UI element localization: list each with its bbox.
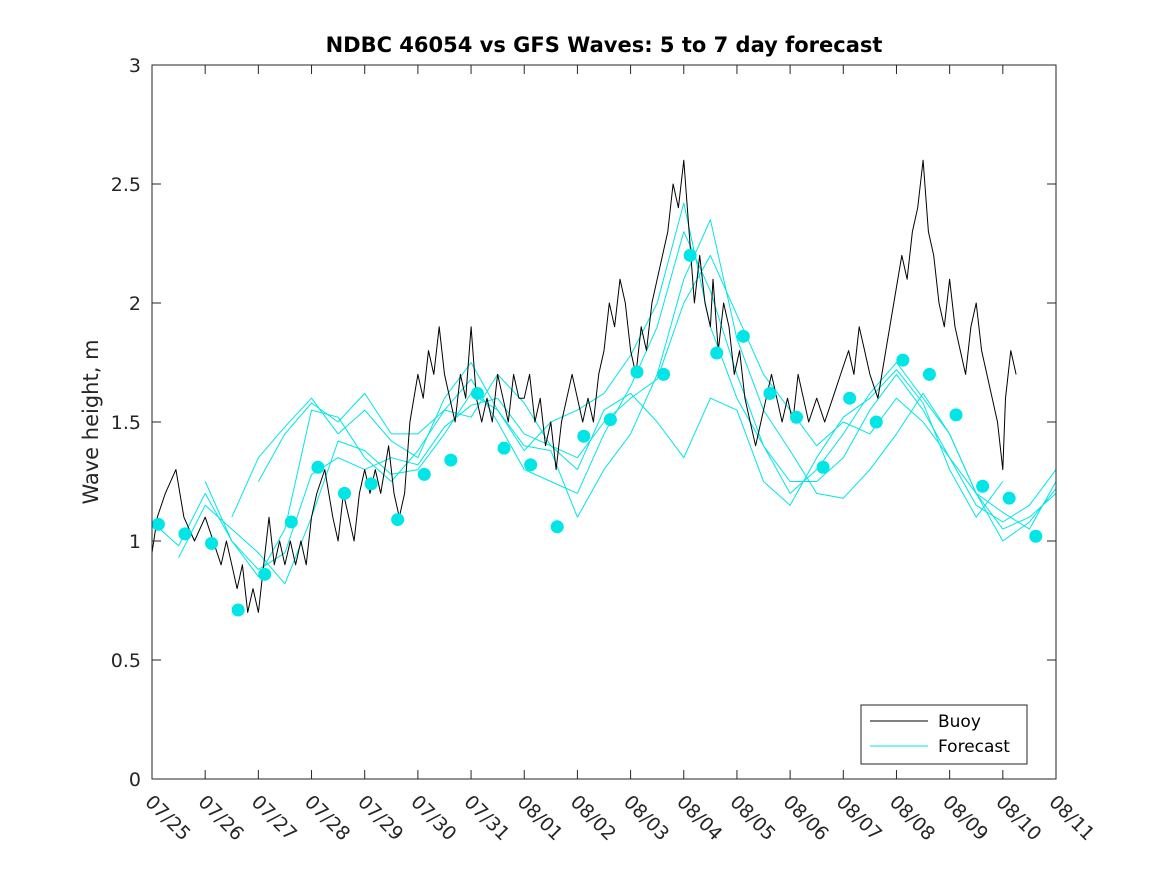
forecast-point [577, 429, 591, 443]
forecast-point [151, 517, 165, 531]
x-tick-label: 07/31 [460, 791, 514, 845]
forecast-point [1029, 529, 1043, 543]
x-tick-label: 07/30 [406, 791, 460, 845]
forecast-point [311, 460, 325, 474]
chart-title: NDBC 46054 vs GFS Waves: 5 to 7 day fore… [326, 33, 883, 57]
forecast-series-line [151, 254, 1057, 571]
y-tick-label: 2 [129, 293, 141, 315]
forecast-point [843, 391, 857, 405]
forecast-point [949, 408, 963, 422]
x-tick-label: 08/11 [1044, 791, 1098, 845]
forecast-point [444, 453, 458, 467]
x-tick-label: 08/02 [566, 791, 620, 845]
y-tick-label: 3 [129, 55, 141, 77]
forecast-point [710, 346, 724, 360]
forecast-point [922, 367, 936, 381]
forecast-point [1002, 491, 1016, 505]
y-tick-label: 2.5 [111, 174, 141, 196]
forecast-point [736, 329, 750, 343]
forecast-series-line [204, 231, 1057, 578]
legend-buoy-label: Buoy [938, 712, 981, 732]
x-tick-label: 08/08 [885, 791, 939, 845]
forecast-point [391, 513, 405, 527]
legend: Buoy Forecast [860, 704, 1028, 765]
forecast-point [178, 527, 192, 541]
forecast-point [630, 365, 644, 379]
forecast-point [550, 520, 564, 534]
y-axis: 0 0.5 1 1.5 2 2.5 3 [111, 55, 1056, 791]
forecast-point [976, 479, 990, 493]
x-tick-label: 07/26 [194, 791, 248, 845]
forecast-point [258, 567, 272, 581]
forecast-point [816, 460, 830, 474]
x-tick-label: 08/06 [779, 791, 833, 845]
forecast-point [417, 467, 431, 481]
forecast-point [763, 386, 777, 400]
y-tick-label: 0.5 [111, 650, 141, 672]
forecast-point [205, 536, 219, 550]
forecast-point [683, 248, 697, 262]
x-tick-label: 07/28 [300, 791, 354, 845]
plot-series [151, 159, 1057, 617]
x-tick-label: 08/07 [832, 791, 886, 845]
x-tick-label: 07/29 [353, 791, 407, 845]
legend-box [860, 704, 1028, 765]
forecast-series-line [231, 202, 1057, 542]
x-tick-label: 08/05 [725, 791, 779, 845]
y-axis-label: Wave height, m [79, 339, 103, 504]
x-tick-label: 07/27 [247, 791, 301, 845]
forecast-point [231, 603, 245, 617]
x-tick-label: 08/04 [672, 791, 726, 845]
x-tick-label: 07/25 [140, 791, 194, 845]
buoy-series-line [151, 159, 1017, 613]
forecast-point [337, 486, 351, 500]
forecast-point [789, 410, 803, 424]
forecast-point [470, 386, 484, 400]
forecast-point [524, 458, 538, 472]
forecast-series-line [257, 369, 1004, 518]
x-tick-label: 08/03 [619, 791, 673, 845]
forecast-point [497, 441, 511, 455]
legend-forecast-label: Forecast [938, 737, 1010, 757]
forecast-point [896, 353, 910, 367]
forecast-point [364, 477, 378, 491]
y-tick-label: 0 [129, 769, 141, 791]
forecast-point [869, 415, 883, 429]
forecast-point [284, 515, 298, 529]
forecast-point [603, 413, 617, 427]
y-tick-label: 1.5 [111, 412, 141, 434]
x-tick-label: 08/10 [991, 791, 1045, 845]
x-tick-label: 08/09 [938, 791, 992, 845]
x-tick-label: 08/01 [513, 791, 567, 845]
forecast-point [657, 367, 671, 381]
y-tick-label: 1 [129, 531, 141, 553]
forecast-series-line [178, 219, 1057, 585]
